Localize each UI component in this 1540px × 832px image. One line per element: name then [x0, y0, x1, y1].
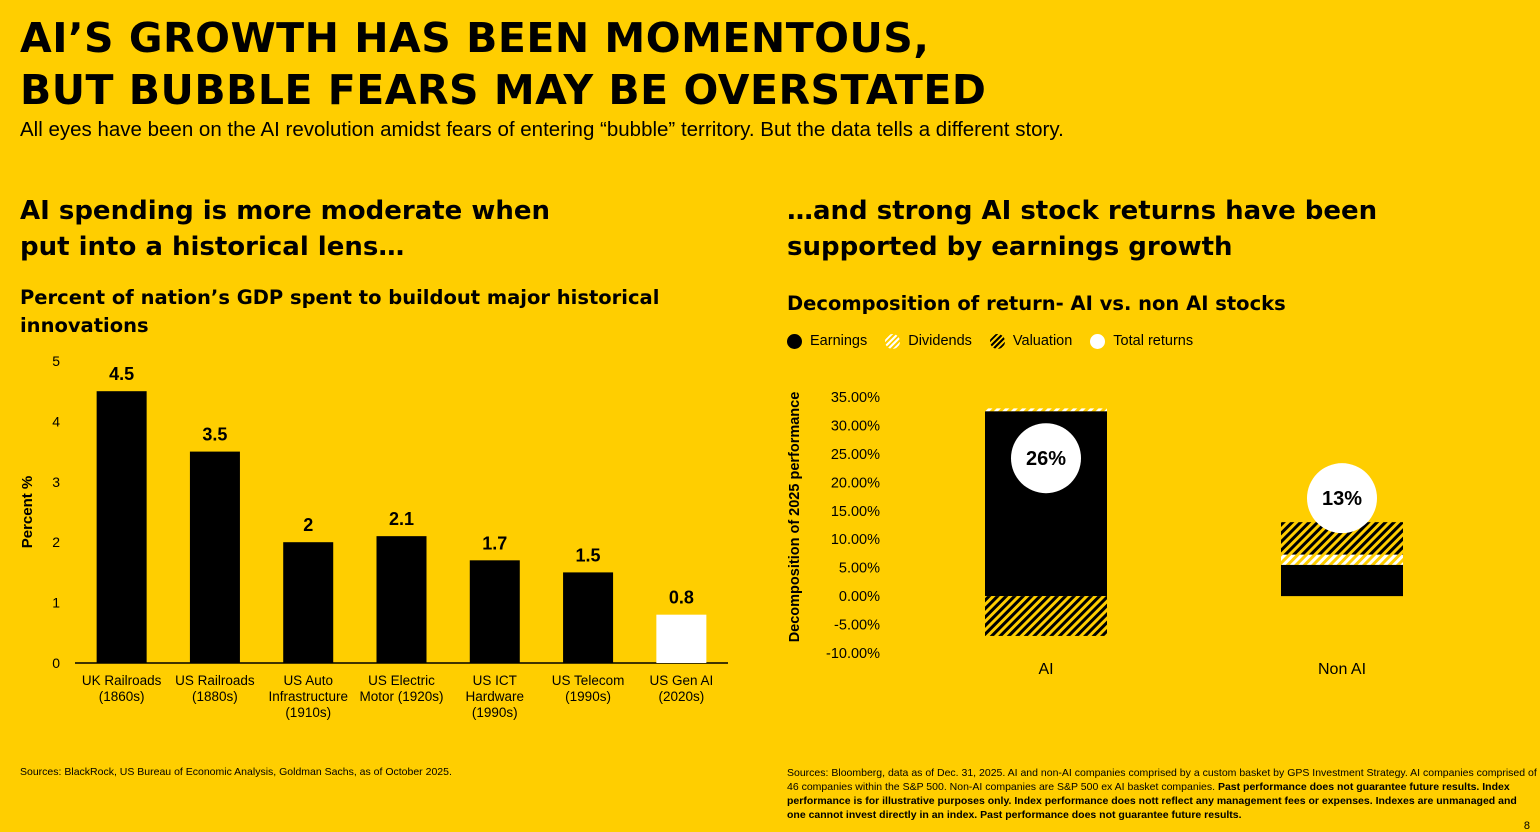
x-tick-label: Hardware [466, 689, 525, 704]
right-section-title-line2: supported by earnings growth [787, 232, 1233, 262]
x-tick-label: US Electric [368, 673, 435, 688]
x-tick-label: (1880s) [192, 689, 238, 704]
total-return-marker [1307, 463, 1377, 534]
y-tick-label: 0.00% [839, 589, 880, 605]
x-tick-label: US Telecom [552, 673, 625, 688]
legend-label-total-returns: Total returns [1113, 333, 1194, 349]
page-number: 8 [1523, 820, 1530, 832]
legend-label-dividends: Dividends [908, 333, 972, 349]
y-tick-label: 5.00% [839, 561, 880, 577]
y-tick-label: 2 [52, 534, 60, 550]
bar-value-label: 3.5 [202, 425, 227, 445]
return-decomposition-chart: -10.00% -5.00% 0.00% 5.00% 10.00% 15.00% 20.00… [787, 390, 1403, 678]
y-tick-label: 3 [52, 474, 60, 490]
x-tick-label: (1910s) [285, 705, 331, 720]
y-tick-label: 15.00% [831, 504, 880, 520]
legend-label-valuation: Valuation [1012, 333, 1073, 349]
left-chart-title-line1: Percent of nation’s GDP spent to buildou… [20, 286, 660, 309]
y-tick-label: 30.00% [831, 418, 880, 434]
bar-value-label: 2.1 [389, 509, 414, 529]
y-axis-label: Percent % [19, 476, 36, 549]
bar-value-label: 1.7 [482, 533, 507, 553]
x-tick-label: (2020s) [658, 689, 704, 704]
right-source-note: Sources: Bloomberg, data as of Dec. 31, … [787, 766, 1537, 822]
stack-segment-dividends [1281, 554, 1403, 565]
total-return-marker [1011, 423, 1081, 494]
bar-value-label: 1.5 [576, 545, 601, 565]
chart-legend: Earnings Dividends Valuation Total retur… [787, 333, 1193, 349]
stack-segment-dividends [985, 408, 1107, 412]
y-axis-label: Decomposition of 2025 performance [787, 392, 803, 643]
right-source-disclaimer: Past performance does not guarantee futu… [787, 781, 1517, 821]
bar [189, 451, 240, 663]
bar [469, 560, 520, 663]
bar-value-label: 2 [303, 515, 313, 535]
y-tick-label: -5.00% [834, 618, 880, 634]
x-tick-label: AI [1038, 661, 1053, 678]
right-section-title: …and strong AI stock returns have been s… [787, 193, 1427, 265]
y-tick-label: 4 [52, 413, 60, 429]
gdp-bar-chart: 0 1 2 3 4 5 Percent % 4.5 UK Railroads(1860s) 3.5… [19, 353, 728, 720]
legend-item-earnings: Earnings [787, 333, 867, 349]
bar [283, 542, 334, 663]
y-tick-label: 0 [52, 655, 60, 671]
y-tick-label: 10.00% [831, 532, 880, 548]
bar [656, 614, 707, 663]
right-section-title-line1: …and strong AI stock returns have been [787, 196, 1378, 226]
y-tick-label: 1 [52, 595, 60, 611]
legend-swatch-valuation [989, 333, 1005, 349]
x-tick-label: Infrastructure [268, 689, 348, 704]
total-return-label: 26% [1026, 448, 1066, 470]
bar-value-label: 4.5 [109, 364, 134, 384]
stack-segment-valuation [985, 596, 1107, 636]
y-tick-label: 20.00% [831, 475, 880, 491]
page-title-line1: AI’S GROWTH HAS BEEN MOMENTOUS, [20, 14, 930, 62]
left-chart-title-line2: innovations [20, 314, 149, 337]
right-source-plain: Sources: Bloomberg, data as of Dec. 31, … [787, 767, 1537, 793]
x-tick-label: (1990s) [472, 705, 518, 720]
x-tick-label: Motor (1920s) [359, 689, 443, 704]
y-tick-label: 5 [52, 353, 60, 369]
x-tick-label: (1860s) [99, 689, 145, 704]
x-tick-label: UK Railroads [82, 673, 162, 688]
x-tick-label: Non AI [1318, 661, 1366, 678]
left-chart-title: Percent of nation’s GDP spent to buildou… [20, 284, 659, 340]
legend-label-earnings: Earnings [810, 333, 868, 349]
x-tick-label: US Auto [283, 673, 333, 688]
legend-swatch-dividends [885, 333, 901, 349]
legend-swatch-earnings [787, 333, 802, 349]
x-tick-label: US Railroads [175, 673, 255, 688]
left-section-title-line1: AI spending is more moderate when [20, 196, 551, 226]
legend-item-dividends: Dividends [885, 333, 972, 349]
page-title: AI’S GROWTH HAS BEEN MOMENTOUS, BUT BUBB… [20, 12, 986, 116]
y-tick-label: 35.00% [831, 390, 880, 406]
y-tick-label: 25.00% [831, 447, 880, 463]
bar-value-label: 0.8 [669, 588, 694, 608]
legend-swatch-total-returns [1090, 333, 1106, 349]
x-tick-label: US Gen AI [649, 673, 713, 688]
stack-segment-earnings [1281, 564, 1403, 597]
left-section-title: AI spending is more moderate when put in… [20, 193, 660, 265]
left-section-title-line2: put into a historical lens… [20, 232, 405, 262]
bar [376, 536, 427, 663]
y-tick-label: -10.00% [826, 646, 880, 662]
left-source-note: Sources: BlackRock, US Bureau of Economi… [20, 766, 452, 778]
legend-item-total-returns: Total returns [1090, 333, 1193, 349]
page-subtitle: All eyes have been on the AI revolution … [20, 118, 1064, 141]
bar [563, 572, 614, 663]
x-tick-label: US ICT [473, 673, 517, 688]
right-chart-title: Decomposition of return- AI vs. non AI s… [787, 292, 1286, 315]
x-tick-label: (1990s) [565, 689, 611, 704]
bar [96, 391, 147, 663]
legend-item-valuation: Valuation [989, 333, 1073, 349]
total-return-label: 13% [1322, 488, 1362, 510]
page-title-line2: BUT BUBBLE FEARS MAY BE OVERSTATED [20, 66, 987, 114]
